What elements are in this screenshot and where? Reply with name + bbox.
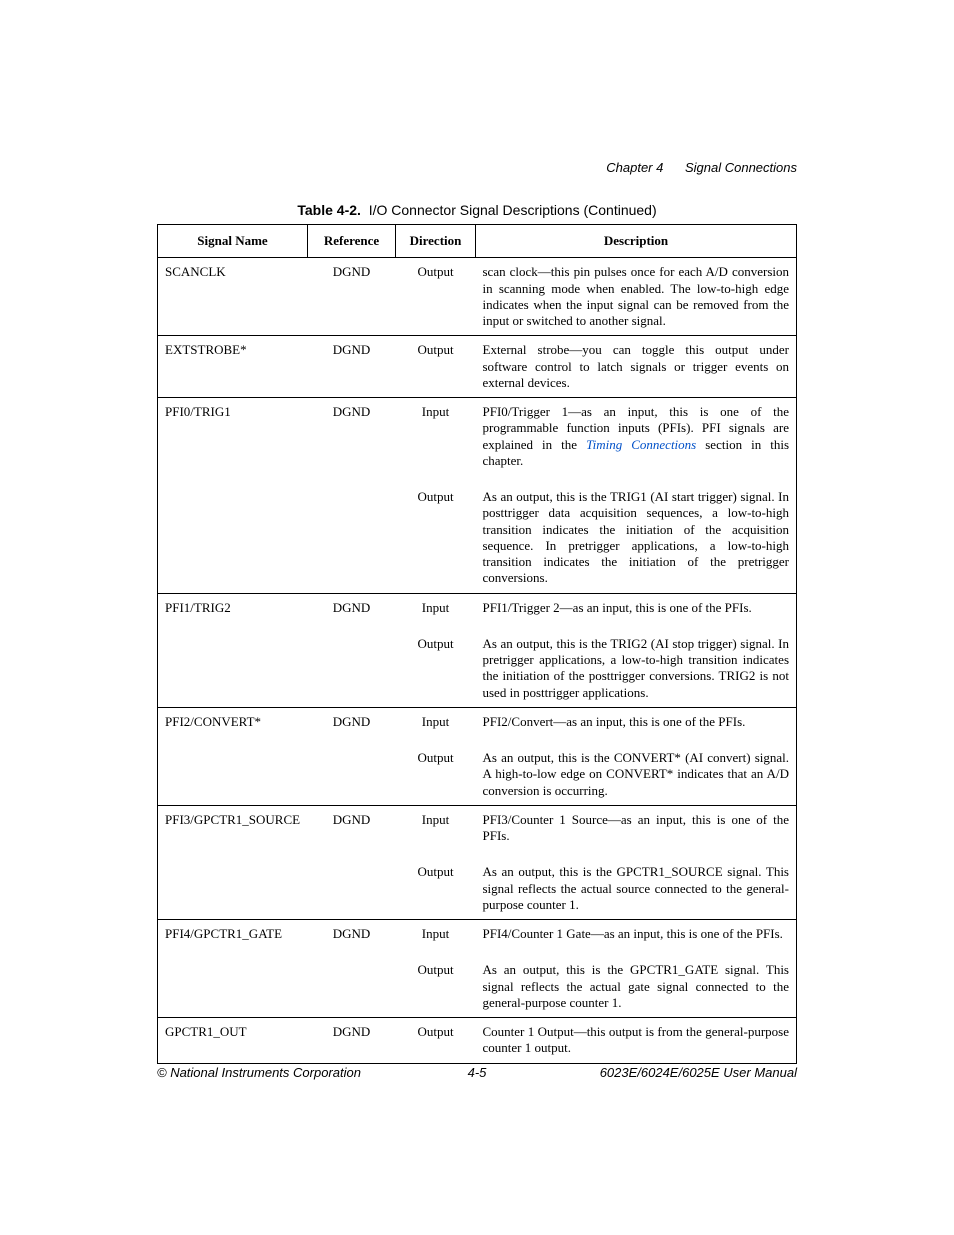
cell-description: PFI2/Convert—as an input, this is one of… [476,707,797,736]
table-row: PFI4/GPCTR1_GATE DGND Input PFI4/Counter… [158,920,797,949]
cell-direction: Output [396,948,476,1017]
footer-copyright: © National Instruments Corporation [157,1065,361,1080]
cell-signal-name: PFI1/TRIG2 [158,593,308,622]
table-row: Output As an output, this is the CONVERT… [158,736,797,805]
cell-description: PFI4/Counter 1 Gate—as an input, this is… [476,920,797,949]
cell-description: As an output, this is the GPCTR1_GATE si… [476,948,797,1017]
table-row: PFI1/TRIG2 DGND Input PFI1/Trigger 2—as … [158,593,797,622]
col-reference: Reference [308,225,396,258]
timing-connections-link[interactable]: Timing Connections [586,437,696,452]
table-row: EXTSTROBE* DGND Output External strobe—y… [158,336,797,398]
cell-reference: DGND [308,707,396,736]
cell-direction: Input [396,707,476,736]
cell-direction: Input [396,805,476,850]
chapter-label: Chapter 4 [606,160,663,175]
cell-direction: Input [396,593,476,622]
running-header: Chapter 4 Signal Connections [606,160,797,175]
cell-direction: Input [396,920,476,949]
table-row: GPCTR1_OUT DGND Output Counter 1 Output—… [158,1018,797,1064]
cell-reference: DGND [308,1018,396,1064]
cell-signal-name: EXTSTROBE* [158,336,308,398]
cell-direction: Output [396,736,476,805]
cell-signal-name: PFI3/GPCTR1_SOURCE [158,805,308,850]
table-caption: Table 4-2. I/O Connector Signal Descript… [157,202,797,218]
cell-description: Counter 1 Output—this output is from the… [476,1018,797,1064]
cell-reference: DGND [308,805,396,850]
cell-description: As an output, this is the GPCTR1_SOURCE … [476,850,797,919]
footer-manual-title: 6023E/6024E/6025E User Manual [600,1065,797,1080]
signal-table: Signal Name Reference Direction Descript… [157,224,797,1064]
page-footer: © National Instruments Corporation 4-5 6… [157,1065,797,1080]
table-caption-label: Table 4-2. [297,202,361,218]
table-caption-text: I/O Connector Signal Descriptions (Conti… [369,202,657,218]
cell-signal-name: GPCTR1_OUT [158,1018,308,1064]
table-row: Output As an output, this is the GPCTR1_… [158,850,797,919]
table-row: Output As an output, this is the GPCTR1_… [158,948,797,1017]
cell-signal-name: PFI0/TRIG1 [158,398,308,476]
cell-description: PFI1/Trigger 2—as an input, this is one … [476,593,797,622]
footer-page-number: 4-5 [468,1065,487,1080]
cell-description: PFI3/Counter 1 Source—as an input, this … [476,805,797,850]
table-row: PFI0/TRIG1 DGND Input PFI0/Trigger 1—as … [158,398,797,476]
table-row: Output As an output, this is the TRIG1 (… [158,475,797,593]
col-direction: Direction [396,225,476,258]
cell-description: As an output, this is the CONVERT* (AI c… [476,736,797,805]
table-row: Output As an output, this is the TRIG2 (… [158,622,797,708]
cell-description: PFI0/Trigger 1—as an input, this is one … [476,398,797,476]
cell-direction: Output [396,336,476,398]
cell-signal-name: PFI2/CONVERT* [158,707,308,736]
cell-direction: Input [396,398,476,476]
cell-direction: Output [396,850,476,919]
col-description: Description [476,225,797,258]
cell-signal-name: PFI4/GPCTR1_GATE [158,920,308,949]
cell-description: As an output, this is the TRIG2 (AI stop… [476,622,797,708]
page: Chapter 4 Signal Connections Table 4-2. … [0,0,954,1235]
cell-description: As an output, this is the TRIG1 (AI star… [476,475,797,593]
table-row: PFI3/GPCTR1_SOURCE DGND Input PFI3/Count… [158,805,797,850]
cell-reference: DGND [308,258,396,336]
cell-description: External strobe—you can toggle this outp… [476,336,797,398]
cell-reference: DGND [308,920,396,949]
cell-reference: DGND [308,398,396,476]
table-header-row: Signal Name Reference Direction Descript… [158,225,797,258]
table-row: SCANCLK DGND Output scan clock—this pin … [158,258,797,336]
cell-signal-name: SCANCLK [158,258,308,336]
cell-direction: Output [396,1018,476,1064]
cell-direction: Output [396,258,476,336]
cell-description: scan clock—this pin pulses once for each… [476,258,797,336]
chapter-title: Signal Connections [685,160,797,175]
cell-reference: DGND [308,593,396,622]
cell-reference: DGND [308,336,396,398]
cell-direction: Output [396,475,476,593]
table-row: PFI2/CONVERT* DGND Input PFI2/Convert—as… [158,707,797,736]
col-signal-name: Signal Name [158,225,308,258]
cell-direction: Output [396,622,476,708]
